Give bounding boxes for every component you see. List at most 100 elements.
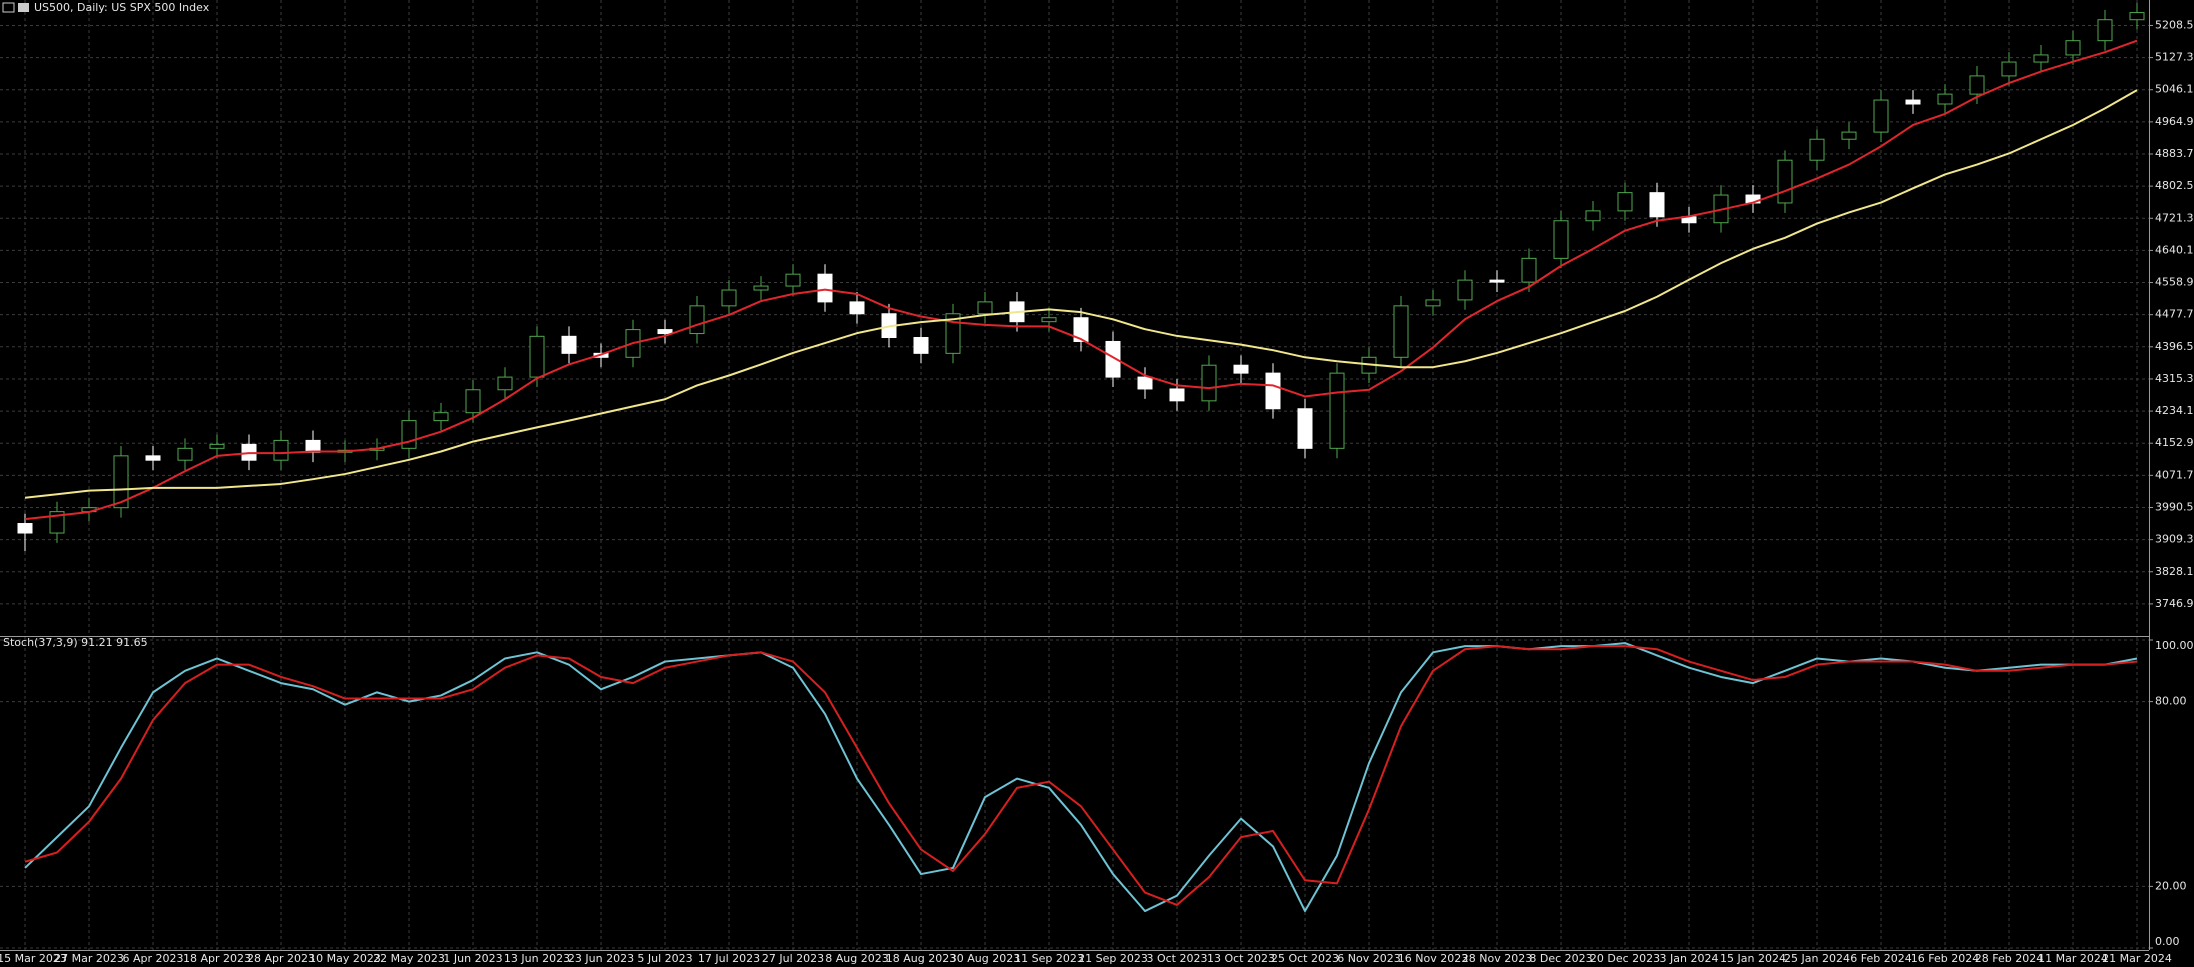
- candle-body: [1457, 279, 1473, 301]
- candle-body: [1617, 192, 1633, 212]
- candle-body: [17, 523, 33, 534]
- line: [24, 39, 2138, 521]
- y-tick-label: 3746.9: [2155, 597, 2194, 610]
- candle-body: [2129, 12, 2145, 21]
- candle-body: [1521, 257, 1537, 283]
- x-tick-label: 15 Jan 2024: [1720, 952, 1786, 965]
- candle-body: [113, 455, 129, 509]
- y-tick-label: 3990.5: [2155, 500, 2194, 513]
- candle-body: [977, 301, 993, 315]
- grid-layer: [0, 0, 2149, 950]
- chart-title: US500, Daily: US SPX 500 Index: [34, 1, 210, 14]
- indicator-title: Stoch(37,3,9) 91.21 91.65: [3, 636, 148, 649]
- x-tick-label: 28 Nov 2023: [1462, 952, 1532, 965]
- candle-body: [177, 447, 193, 461]
- y-tick-label: 3909.3: [2155, 533, 2194, 546]
- y-tick-label: 80.00: [2155, 695, 2187, 708]
- y-tick-label: 5208.5: [2155, 18, 2194, 31]
- candle-body: [1041, 317, 1057, 323]
- y-tick-label: 4477.7: [2155, 308, 2194, 321]
- y-tick-label: 3828.1: [2155, 565, 2194, 578]
- x-tick-label: 18 Apr 2023: [183, 952, 251, 965]
- y-tick-label: 4396.5: [2155, 340, 2194, 353]
- x-tick-label: 22 May 2023: [373, 952, 445, 965]
- line: [24, 642, 2138, 913]
- candle-body: [209, 443, 225, 449]
- x-tick-label: 5 Jul 2023: [637, 952, 692, 965]
- candle-body: [913, 337, 929, 354]
- candle-body: [1873, 99, 1889, 133]
- x-tick-label: 25 Jan 2024: [1784, 952, 1850, 965]
- candle-body: [657, 329, 673, 335]
- y-tick-label: 4802.5: [2155, 179, 2194, 192]
- x-tick-label: 15 Mar 2023: [0, 952, 67, 965]
- x-tick-label: 16 Feb 2024: [1911, 952, 1979, 965]
- candle-body: [1937, 93, 1953, 105]
- x-tick-label: 27 Mar 2023: [54, 952, 124, 965]
- x-tick-label: 3 Oct 2023: [1146, 952, 1207, 965]
- candle-body: [1809, 138, 1825, 161]
- candle-body: [2097, 19, 2113, 42]
- y-tick-label: 4315.3: [2155, 372, 2194, 385]
- x-tick-label: 21 Mar 2024: [2102, 952, 2172, 965]
- candle-body: [1585, 210, 1601, 222]
- candle-body: [2033, 54, 2049, 63]
- candle-body: [1201, 364, 1217, 402]
- candle-body: [1969, 75, 1985, 95]
- x-tick-label: 28 Feb 2024: [1975, 952, 2043, 965]
- y-tick-label: 4071.7: [2155, 468, 2194, 481]
- candle-body: [465, 389, 481, 414]
- line: [24, 645, 2138, 906]
- y-tick-label: 4964.9: [2155, 115, 2194, 128]
- line: [24, 89, 2138, 499]
- x-tick-label: 11 Sep 2023: [1014, 952, 1084, 965]
- x-tick-label: 11 Mar 2024: [2038, 952, 2108, 965]
- x-tick-label: 13 Oct 2023: [1207, 952, 1275, 965]
- candle-body: [785, 273, 801, 287]
- y-tick-label: 5046.1: [2155, 83, 2194, 96]
- candle-body: [817, 273, 833, 303]
- x-tick-label: 30 Aug 2023: [950, 952, 1020, 965]
- y-tick-label: 4640.1: [2155, 243, 2194, 256]
- x-tick-label: 6 Feb 2024: [1850, 952, 1911, 965]
- candle-body: [1841, 131, 1857, 140]
- candle-body: [1233, 364, 1249, 374]
- candle-body: [1649, 192, 1665, 218]
- candle-body: [145, 455, 161, 461]
- x-tick-label: 28 Apr 2023: [247, 952, 315, 965]
- x-tick-label: 17 Jul 2023: [698, 952, 760, 965]
- candle-body: [561, 335, 577, 354]
- candle-body: [689, 305, 705, 335]
- y-tick-label: 5127.3: [2155, 51, 2194, 64]
- y-tick-label: 4883.7: [2155, 147, 2194, 160]
- candle-body: [1489, 279, 1505, 283]
- candle-body: [945, 313, 961, 354]
- x-tick-label: 13 Jun 2023: [504, 952, 570, 965]
- x-tick-label: 21 Sep 2023: [1078, 952, 1148, 965]
- x-tick-label: 25 Oct 2023: [1271, 952, 1339, 965]
- candle-body: [1393, 305, 1409, 358]
- y-tick-label: 4558.9: [2155, 276, 2194, 289]
- x-tick-label: 10 May 2023: [309, 952, 381, 965]
- candle-body: [1905, 99, 1921, 105]
- y-tick-label: 4234.1: [2155, 404, 2194, 417]
- candle-body: [2001, 61, 2017, 77]
- candle-body: [433, 412, 449, 422]
- candle-body: [273, 439, 289, 461]
- candle-body: [1553, 220, 1569, 259]
- x-tick-label: 23 Jun 2023: [568, 952, 634, 965]
- candle-body: [1265, 372, 1281, 410]
- x-tick-label: 6 Nov 2023: [1337, 952, 1400, 965]
- candle-body: [401, 420, 417, 449]
- y-tick-label: 4721.3: [2155, 211, 2194, 224]
- x-tick-label: 27 Jul 2023: [762, 952, 824, 965]
- candle-body: [497, 376, 513, 391]
- candle-body: [849, 301, 865, 315]
- y-tick-label: 20.00: [2155, 879, 2187, 892]
- candle-body: [529, 335, 545, 378]
- y-tick-label: 100.00: [2155, 639, 2194, 652]
- x-tick-label: 20 Dec 2023: [1590, 952, 1660, 965]
